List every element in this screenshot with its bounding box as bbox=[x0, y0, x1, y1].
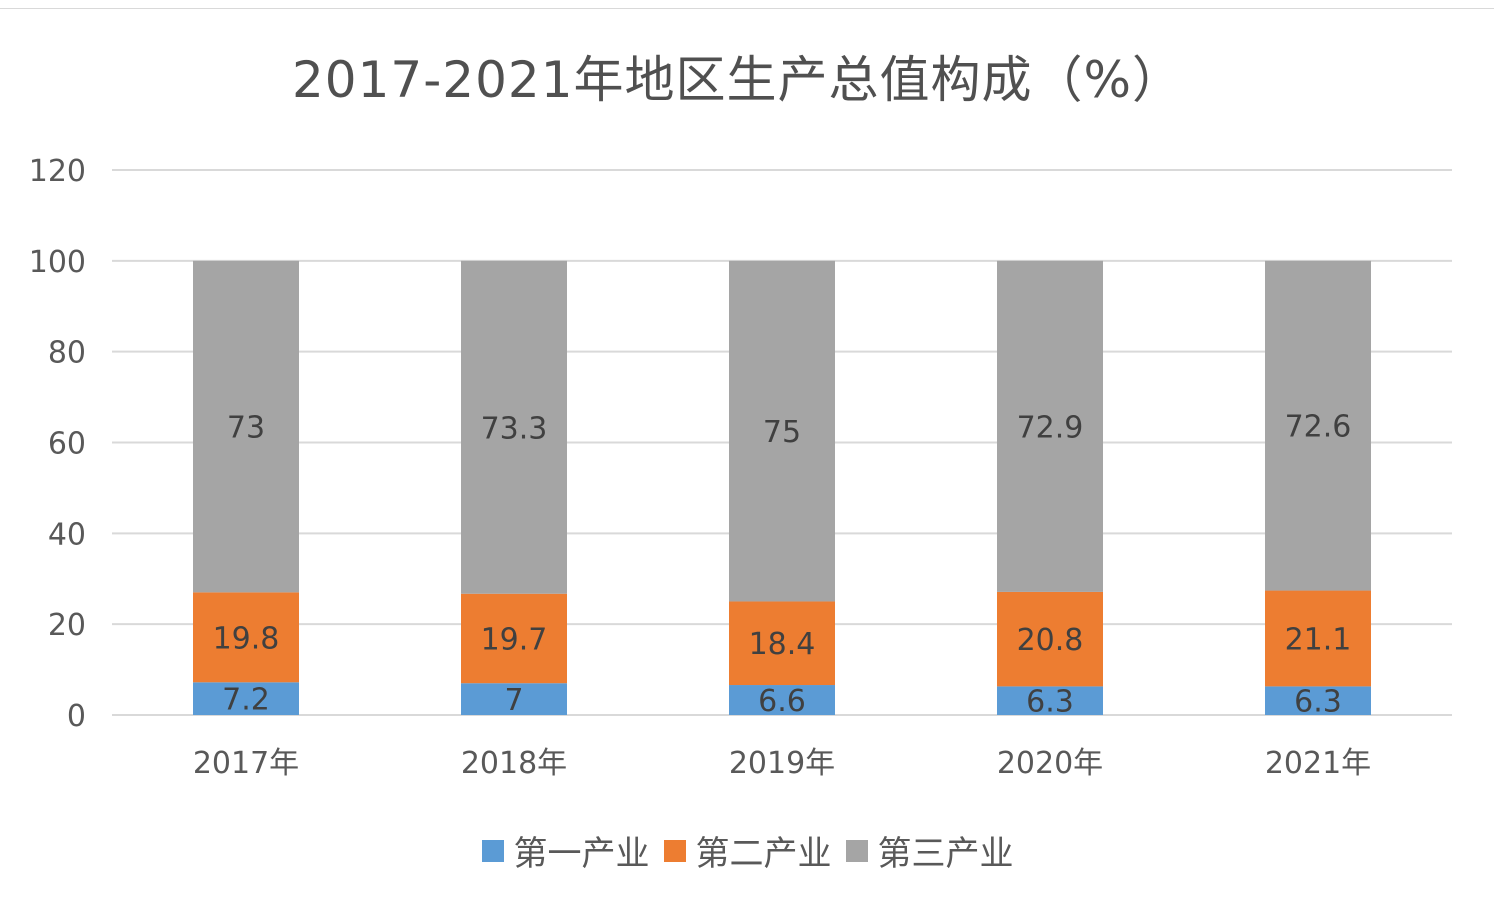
legend-item: 第二产业 bbox=[663, 826, 832, 875]
legend-item: 第三产业 bbox=[845, 826, 1014, 875]
data-label: 18.4 bbox=[749, 627, 816, 662]
y-tick-label: 0 bbox=[67, 699, 86, 734]
data-label: 6.3 bbox=[1294, 685, 1342, 720]
x-tick-label: 2017年 bbox=[193, 746, 299, 781]
bar-segment bbox=[729, 260, 835, 602]
bar-segment bbox=[461, 593, 567, 684]
data-label: 75 bbox=[763, 415, 801, 450]
x-tick-label: 2019年 bbox=[729, 746, 835, 781]
bar-segment bbox=[997, 260, 1103, 592]
legend-swatch bbox=[845, 839, 868, 862]
bar-segment bbox=[193, 682, 299, 715]
data-label: 21.1 bbox=[1285, 622, 1352, 657]
legend-item: 第一产业 bbox=[481, 826, 650, 875]
bar-segment bbox=[997, 686, 1103, 715]
bar-segment bbox=[461, 683, 567, 715]
legend-label: 第二产业 bbox=[695, 834, 832, 874]
chart-title: 2017-2021年地区生产总值构成（%） bbox=[291, 51, 1184, 109]
data-label: 7 bbox=[504, 683, 523, 718]
bar-segment bbox=[729, 601, 835, 686]
bar-segment bbox=[461, 260, 567, 594]
data-label: 19.8 bbox=[213, 621, 280, 656]
y-tick-label: 100 bbox=[29, 245, 86, 280]
data-label: 6.3 bbox=[1026, 685, 1074, 720]
x-tick-label: 2020年 bbox=[997, 746, 1103, 781]
data-label: 6.6 bbox=[758, 684, 806, 719]
data-label: 20.8 bbox=[1017, 623, 1084, 658]
y-tick-label: 40 bbox=[48, 517, 86, 552]
data-label: 72.6 bbox=[1285, 410, 1352, 445]
data-label: 7.2 bbox=[222, 683, 270, 718]
legend-swatch bbox=[481, 839, 504, 862]
x-tick-label: 2021年 bbox=[1265, 746, 1371, 781]
bar-segment bbox=[997, 591, 1103, 687]
data-label: 19.7 bbox=[481, 622, 548, 657]
bar-segment bbox=[1265, 590, 1371, 687]
bar-segment bbox=[729, 685, 835, 715]
bar-segment bbox=[193, 260, 299, 593]
legend: 第一产业 第二产业 第三产业 bbox=[0, 826, 1495, 875]
data-label: 72.9 bbox=[1017, 410, 1084, 445]
y-tick-label: 60 bbox=[48, 427, 86, 462]
data-label: 73.3 bbox=[481, 411, 548, 446]
y-tick-label: 80 bbox=[48, 336, 86, 371]
y-tick-label: 120 bbox=[29, 154, 86, 189]
bar-segment bbox=[1265, 260, 1371, 591]
legend-label: 第三产业 bbox=[877, 834, 1014, 874]
data-label: 73 bbox=[227, 411, 265, 446]
y-tick-label: 20 bbox=[48, 608, 86, 643]
legend-label: 第一产业 bbox=[513, 834, 650, 874]
x-tick-label: 2018年 bbox=[461, 746, 567, 781]
bar-segment bbox=[193, 592, 299, 683]
legend-swatch bbox=[663, 839, 686, 862]
bar-segment bbox=[1265, 686, 1371, 715]
